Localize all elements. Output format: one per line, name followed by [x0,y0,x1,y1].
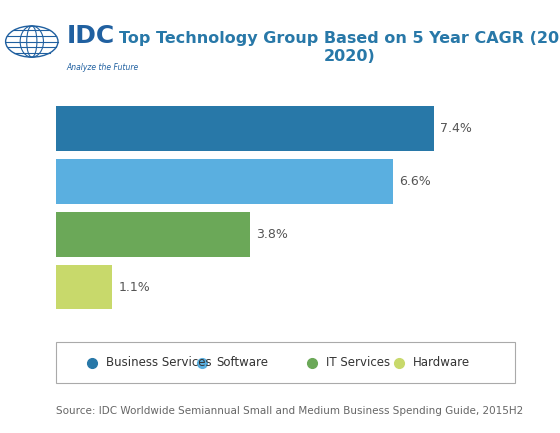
Text: 1.1%: 1.1% [118,281,150,294]
Bar [56,106,433,151]
Bar [56,212,250,257]
FancyBboxPatch shape [56,342,515,383]
Text: Source: IDC Worldwide Semiannual Small and Medium Business Spending Guide, 2015H: Source: IDC Worldwide Semiannual Small a… [56,406,523,417]
Text: Top Technology Group Based on 5 Year CAGR (2015
2020): Top Technology Group Based on 5 Year CAG… [119,32,560,64]
Text: IT Services: IT Services [326,356,390,369]
Text: 3.8%: 3.8% [256,228,288,241]
Bar [56,159,393,204]
Bar [56,265,112,310]
Text: IDC: IDC [67,24,115,48]
Text: Business Services: Business Services [106,356,211,369]
Text: Analyze the Future: Analyze the Future [67,63,139,72]
Text: Software: Software [216,356,268,369]
Text: 6.6%: 6.6% [399,175,431,188]
Text: 7.4%: 7.4% [440,122,472,135]
Text: Hardware: Hardware [413,356,470,369]
